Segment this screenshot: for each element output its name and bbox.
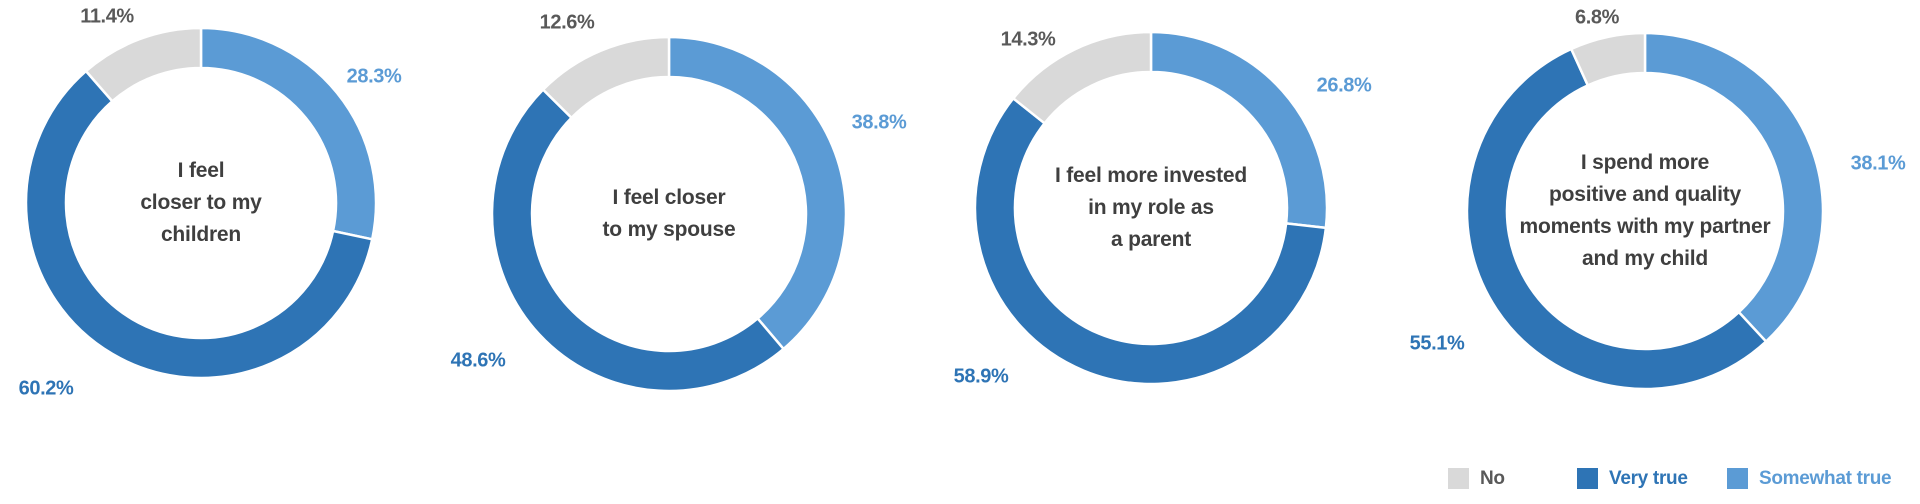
statement-line: I feel more invested	[1054, 164, 1248, 187]
statement-line: closer to my	[140, 191, 262, 214]
legend-swatch-somewhat-true	[1727, 468, 1748, 489]
slice-somewhat-true	[1643, 31, 1825, 344]
statement-line: a parent	[1110, 228, 1192, 251]
percent-label-very-true: 60.2%	[18, 377, 74, 400]
legend-item-somewhat-true: Somewhat true	[1727, 468, 1892, 489]
slice-very-true	[24, 69, 374, 380]
donut-ring-1	[24, 26, 378, 380]
chart-center-statement: I feel closer to my children	[66, 68, 336, 338]
statement-line: children	[160, 223, 242, 246]
slice-very-true	[973, 96, 1328, 386]
legend-label-no: No	[1480, 468, 1505, 489]
donut-ring-2	[490, 35, 848, 393]
percent-label-somewhat-true: 38.1%	[1850, 152, 1906, 175]
slice-no	[541, 35, 671, 120]
percent-label-no: 14.3%	[1000, 28, 1056, 51]
legend-swatch-no	[1448, 468, 1469, 489]
statement-line: and my child	[1582, 247, 1708, 270]
percent-label-very-true: 55.1%	[1409, 332, 1465, 355]
percent-label-somewhat-true: 38.8%	[851, 111, 907, 134]
statement-line: I feel	[177, 159, 225, 182]
slice-very-true	[1465, 47, 1768, 391]
percent-label-very-true: 48.6%	[450, 349, 506, 372]
legend-item-no: No	[1448, 468, 1505, 489]
percent-label-no: 11.4%	[80, 5, 134, 28]
chart-center-statement: I spend more positive and quality moments …	[1507, 73, 1783, 349]
percent-label-no: 12.6%	[539, 11, 595, 34]
slice-no	[84, 26, 203, 104]
slice-no	[1011, 30, 1153, 126]
chart-center-statement: I feel closer to my spouse	[532, 77, 806, 351]
statement-line: moments with my partner	[1519, 215, 1771, 238]
donut-ring-4	[1465, 31, 1825, 391]
slice-very-true	[490, 87, 786, 393]
legend-label-somewhat-true: Somewhat true	[1759, 468, 1892, 489]
percent-label-no: 6.8%	[1575, 6, 1619, 29]
statement-line: positive and quality	[1548, 183, 1742, 206]
statement-line: I feel closer	[612, 186, 726, 209]
legend-label-very-true: Very true	[1609, 468, 1688, 489]
slice-no	[1569, 31, 1647, 88]
percent-label-very-true: 58.9%	[953, 365, 1009, 388]
legend-item-very-true: Very true	[1577, 468, 1688, 489]
statement-line: in my role as	[1088, 196, 1214, 219]
legend-swatch-very-true	[1577, 468, 1598, 489]
statement-line: to my spouse	[602, 218, 736, 241]
statement-line: I spend more	[1580, 151, 1710, 174]
donut-ring-3	[973, 30, 1329, 386]
chart-center-statement: I feel more invested in my role as a paren…	[1015, 72, 1287, 344]
percent-label-somewhat-true: 26.8%	[1316, 74, 1372, 97]
percent-label-somewhat-true: 28.3%	[346, 65, 402, 88]
